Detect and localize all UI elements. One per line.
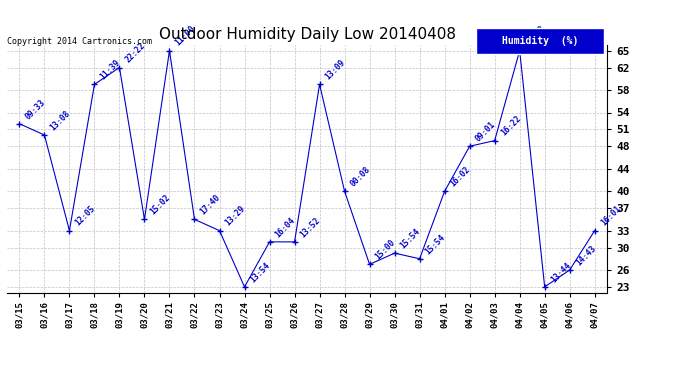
Text: 14:43: 14:43 — [574, 244, 598, 267]
Text: 00:08: 00:08 — [348, 165, 373, 189]
Text: 11:39: 11:39 — [99, 58, 122, 82]
Text: 15:54: 15:54 — [424, 232, 447, 256]
Text: 15:02: 15:02 — [148, 193, 172, 217]
Text: 22:22: 22:22 — [124, 41, 147, 65]
Text: 13:52: 13:52 — [299, 216, 322, 239]
Text: 13:44: 13:44 — [549, 261, 573, 284]
Text: 16:01: 16:01 — [599, 204, 622, 228]
Text: 15:00: 15:00 — [374, 238, 397, 262]
Text: 16:02: 16:02 — [448, 165, 473, 189]
Text: 17:40: 17:40 — [199, 193, 222, 217]
Text: 09:01: 09:01 — [474, 120, 497, 144]
Text: 13:29: 13:29 — [224, 204, 247, 228]
Text: 13:08: 13:08 — [48, 109, 72, 132]
Text: Humidity  (%): Humidity (%) — [502, 36, 578, 46]
Text: 16:04: 16:04 — [274, 216, 297, 239]
Text: 13:09: 13:09 — [324, 58, 347, 82]
Text: 13:54: 13:54 — [248, 261, 273, 284]
Text: 12:05: 12:05 — [74, 204, 97, 228]
Text: 11:00: 11:00 — [174, 24, 197, 48]
Text: 15:54: 15:54 — [399, 227, 422, 251]
Text: 16:22: 16:22 — [499, 114, 522, 138]
Text: Copyright 2014 Cartronics.com: Copyright 2014 Cartronics.com — [7, 38, 152, 46]
Text: 23:52: 23:52 — [524, 24, 547, 48]
Title: Outdoor Humidity Daily Low 20140408: Outdoor Humidity Daily Low 20140408 — [159, 27, 455, 42]
Text: 09:33: 09:33 — [23, 98, 47, 121]
